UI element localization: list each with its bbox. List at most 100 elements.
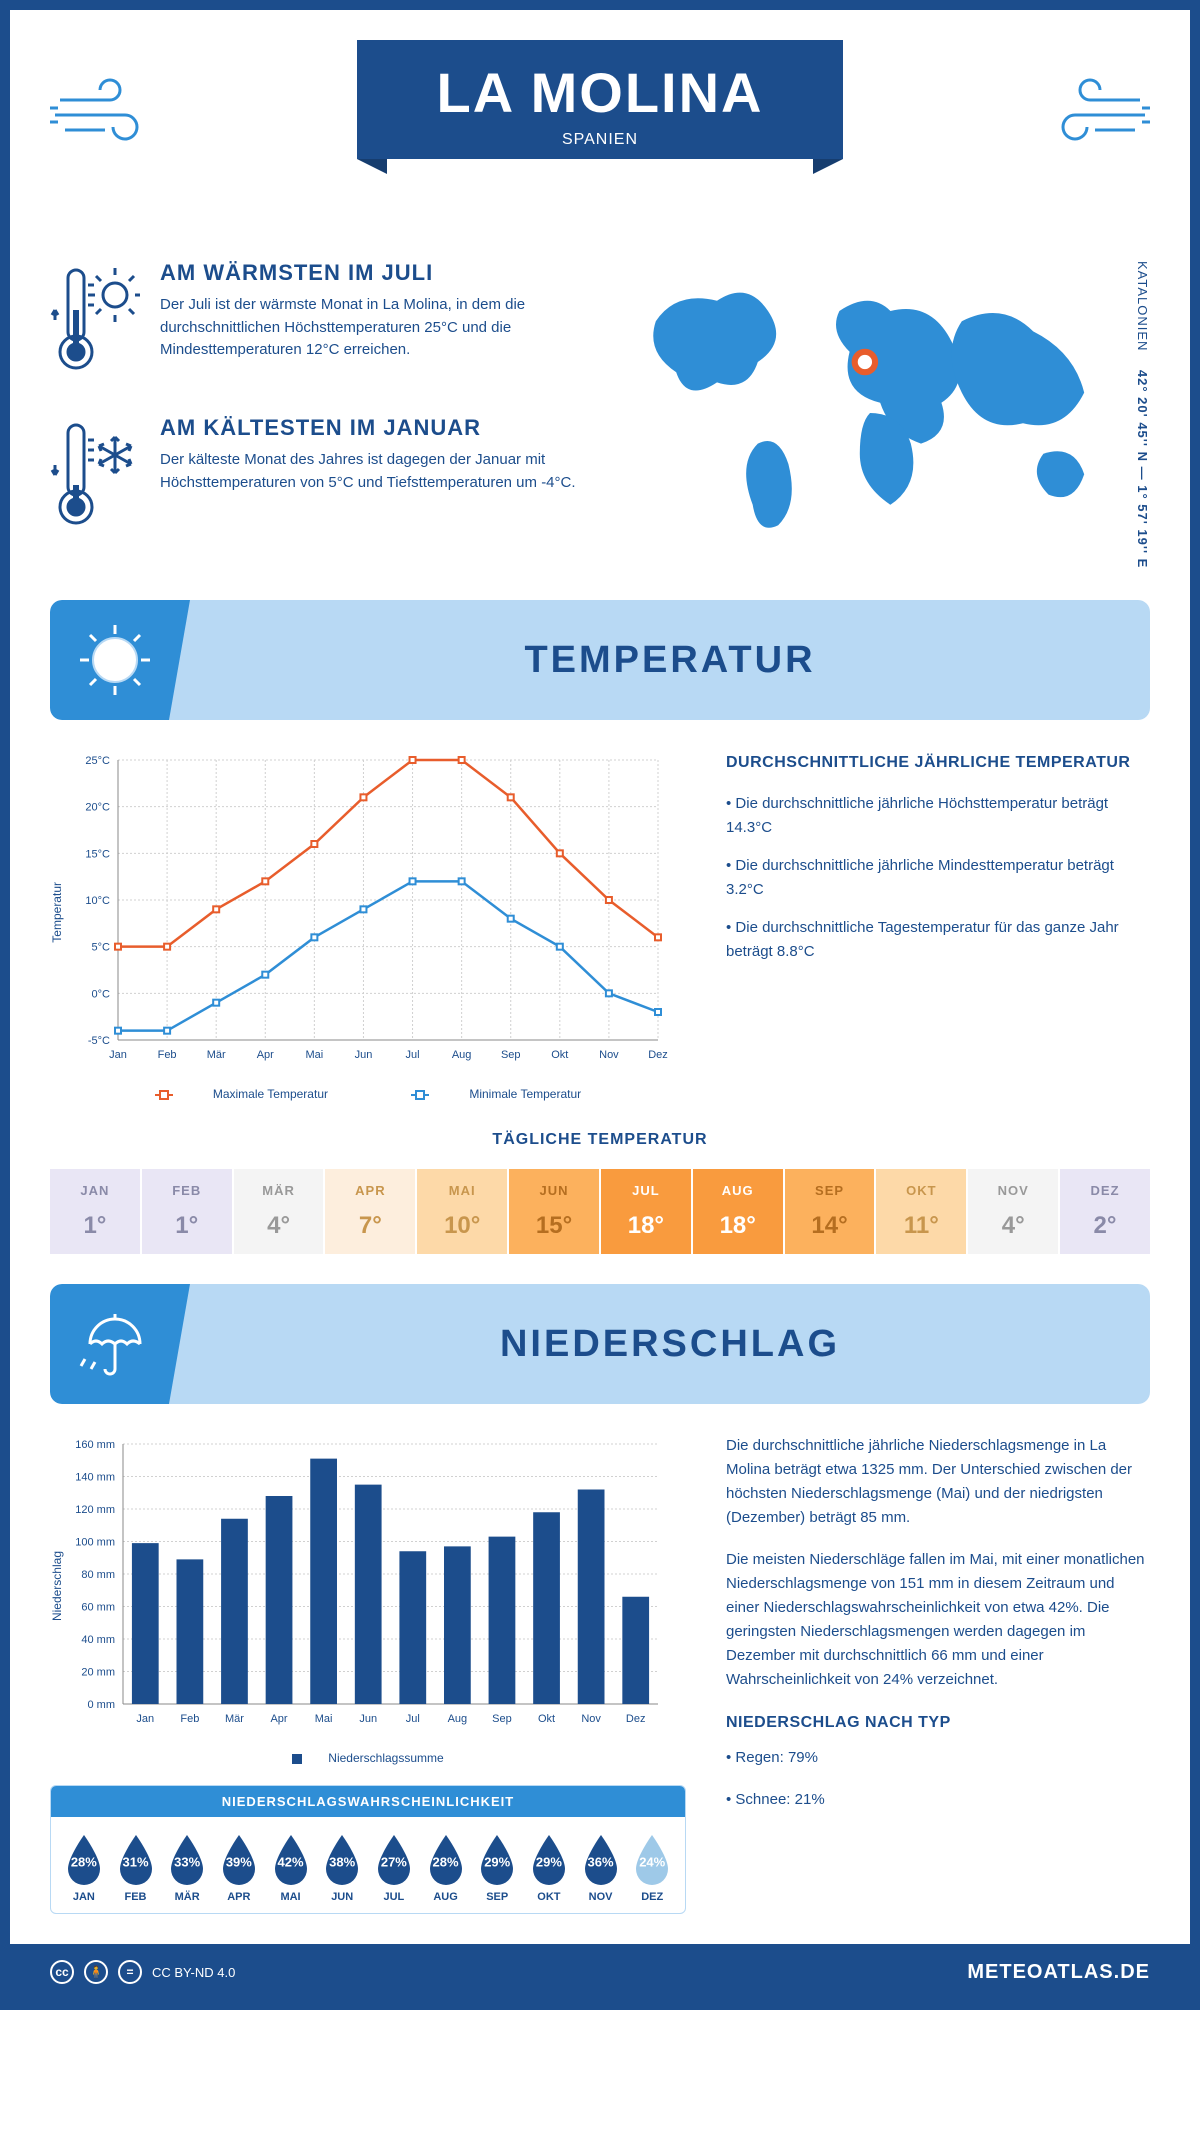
drop-icon: 31% [115,1833,157,1885]
daily-temp-cell: JUL18° [601,1169,691,1254]
temp-info-item: • Die durchschnittliche jährliche Höchst… [726,792,1150,840]
svg-text:Jan: Jan [137,1713,155,1725]
daily-temp-cell: OKT11° [876,1169,966,1254]
precip-paragraph: Die meisten Niederschläge fallen im Mai,… [726,1548,1150,1692]
precip-type-item: • Schnee: 21% [726,1788,1150,1812]
svg-text:Jun: Jun [360,1713,378,1725]
section-banner-precip: NIEDERSCHLAG [50,1284,1150,1404]
svg-text:Apr: Apr [257,1049,274,1061]
fact-warm-text: Der Juli ist der wärmste Monat in La Mol… [160,294,585,362]
temperature-info: DURCHSCHNITTLICHE JÄHRLICHE TEMPERATUR •… [726,750,1150,1101]
svg-text:Apr: Apr [271,1713,288,1725]
daily-temp-grid: JAN1°FEB1°MÄR4°APR7°MAI10°JUN15°JUL18°AU… [50,1169,1150,1254]
nd-icon: = [118,1960,142,1984]
svg-text:Dez: Dez [649,1049,669,1061]
svg-text:25°C: 25°C [86,755,111,767]
svg-text:120 mm: 120 mm [76,1504,116,1516]
daily-temp-cell: MAI10° [417,1169,507,1254]
svg-text:Sep: Sep [493,1713,513,1725]
daily-temp-cell: DEZ2° [1060,1169,1150,1254]
drop-icon: 28% [425,1833,467,1885]
svg-text:Jun: Jun [355,1049,373,1061]
svg-text:100 mm: 100 mm [76,1537,116,1549]
drop-icon: 33% [166,1833,208,1885]
svg-text:Mär: Mär [225,1713,244,1725]
svg-text:5°C: 5°C [92,942,111,954]
svg-text:20 mm: 20 mm [82,1667,116,1679]
site-label: METEOATLAS.DE [967,1961,1150,1984]
svg-text:Mai: Mai [306,1049,324,1061]
svg-text:Mär: Mär [207,1049,226,1061]
drop-icon: 27% [373,1833,415,1885]
daily-temp-cell: AUG18° [693,1169,783,1254]
probability-cell: 29% OKT [524,1833,574,1903]
fact-cold: AM KÄLTESTEN IM JANUAR Der kälteste Mona… [50,415,585,540]
temperature-chart: Temperatur -5°C0°C5°C10°C15°C20°C25°CJan… [50,750,686,1101]
svg-text:140 mm: 140 mm [76,1472,116,1484]
svg-text:Jan: Jan [110,1049,128,1061]
svg-text:Nov: Nov [600,1049,620,1061]
svg-text:15°C: 15°C [86,848,111,860]
fact-cold-title: AM KÄLTESTEN IM JANUAR [160,415,585,441]
cc-icon: cc [50,1960,74,1984]
page-subtitle: SPANIEN [437,131,764,149]
temp-info-item: • Die durchschnittliche jährliche Mindes… [726,854,1150,902]
svg-text:-5°C: -5°C [88,1035,110,1047]
probability-title: NIEDERSCHLAGSWAHRSCHEINLICHKEIT [51,1786,685,1817]
y-axis-label: Niederschlag [50,1551,64,1621]
svg-text:Aug: Aug [452,1049,472,1061]
license-label: CC BY-ND 4.0 [152,1965,235,1980]
fact-warm: AM WÄRMSTEN IM JULI Der Juli ist der wär… [50,260,585,385]
svg-text:0°C: 0°C [92,988,111,1000]
chart-legend: Niederschlagssumme [50,1751,686,1765]
legend-precip: Niederschlagssumme [328,1751,443,1765]
section-banner-temp: TEMPERATUR [50,600,1150,720]
svg-text:Aug: Aug [448,1713,468,1725]
precipitation-info: Die durchschnittliche jährliche Niedersc… [726,1434,1150,1914]
svg-text:10°C: 10°C [86,895,111,907]
svg-text:Dez: Dez [626,1713,646,1725]
probability-cell: 38% JUN [317,1833,367,1903]
precip-paragraph: Die durchschnittliche jährliche Niedersc… [726,1434,1150,1530]
page-title: LA MOLINA [437,60,764,125]
probability-cell: 36% NOV [576,1833,626,1903]
svg-text:60 mm: 60 mm [82,1602,116,1614]
legend-max: Maximale Temperatur [213,1087,328,1101]
drop-icon: 42% [270,1833,312,1885]
by-icon: 🧍 [84,1960,108,1984]
precip-type-item: • Regen: 79% [726,1746,1150,1770]
daily-temp-cell: JAN1° [50,1169,140,1254]
svg-text:160 mm: 160 mm [76,1439,116,1451]
temp-info-title: DURCHSCHNITTLICHE JÄHRLICHE TEMPERATUR [726,750,1150,776]
daily-temp-cell: JUN15° [509,1169,599,1254]
daily-temp-cell: MÄR4° [234,1169,324,1254]
temp-info-item: • Die durchschnittliche Tagestemperatur … [726,916,1150,964]
daily-temp-cell: APR7° [325,1169,415,1254]
header: LA MOLINA SPANIEN [50,40,1150,240]
precip-type-title: NIEDERSCHLAG NACH TYP [726,1710,1150,1736]
probability-cell: 28% JAN [59,1833,109,1903]
wind-icon [1030,70,1150,155]
probability-box: NIEDERSCHLAGSWAHRSCHEINLICHKEIT 28% JAN … [50,1785,686,1914]
world-map [615,260,1125,570]
probability-cell: 29% SEP [472,1833,522,1903]
fact-warm-title: AM WÄRMSTEN IM JULI [160,260,585,286]
region-label: KATALONIEN [1135,261,1150,351]
precipitation-chart: Niederschlag 0 mm20 mm40 mm60 mm80 mm100… [50,1434,686,1765]
drop-icon: 29% [476,1833,518,1885]
svg-text:Sep: Sep [501,1049,521,1061]
svg-text:Jul: Jul [406,1713,420,1725]
sun-icon [50,600,190,720]
daily-temp-cell: NOV4° [968,1169,1058,1254]
drop-icon: 38% [321,1833,363,1885]
umbrella-icon [50,1284,190,1404]
drop-icon: 29% [528,1833,570,1885]
thermometer-sun-icon [50,260,140,385]
svg-text:Okt: Okt [552,1049,569,1061]
wind-icon [50,70,170,155]
svg-text:Mai: Mai [315,1713,333,1725]
svg-text:Jul: Jul [406,1049,420,1061]
probability-cell: 24% DEZ [627,1833,677,1903]
section-title-precip: NIEDERSCHLAG [190,1323,1150,1366]
fact-cold-text: Der kälteste Monat des Jahres ist dagege… [160,449,585,494]
